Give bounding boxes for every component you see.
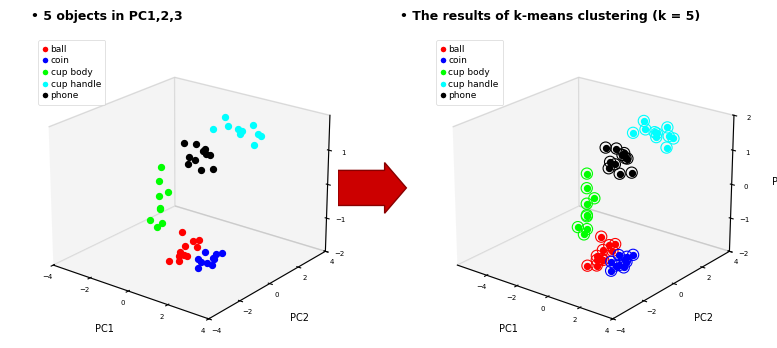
Y-axis label: PC2: PC2 [290, 313, 308, 323]
Text: • The results of k-means clustering (k = 5): • The results of k-means clustering (k =… [400, 10, 700, 23]
X-axis label: PC1: PC1 [500, 324, 518, 334]
Y-axis label: PC2: PC2 [694, 313, 713, 323]
Legend: ball, coin, cup body, cup handle, phone: ball, coin, cup body, cup handle, phone [38, 40, 106, 105]
X-axis label: PC1: PC1 [96, 324, 114, 334]
Text: • 5 objects in PC1,2,3: • 5 objects in PC1,2,3 [31, 10, 183, 23]
FancyArrow shape [338, 163, 406, 213]
Legend: ball, coin, cup body, cup handle, phone: ball, coin, cup body, cup handle, phone [436, 40, 503, 105]
